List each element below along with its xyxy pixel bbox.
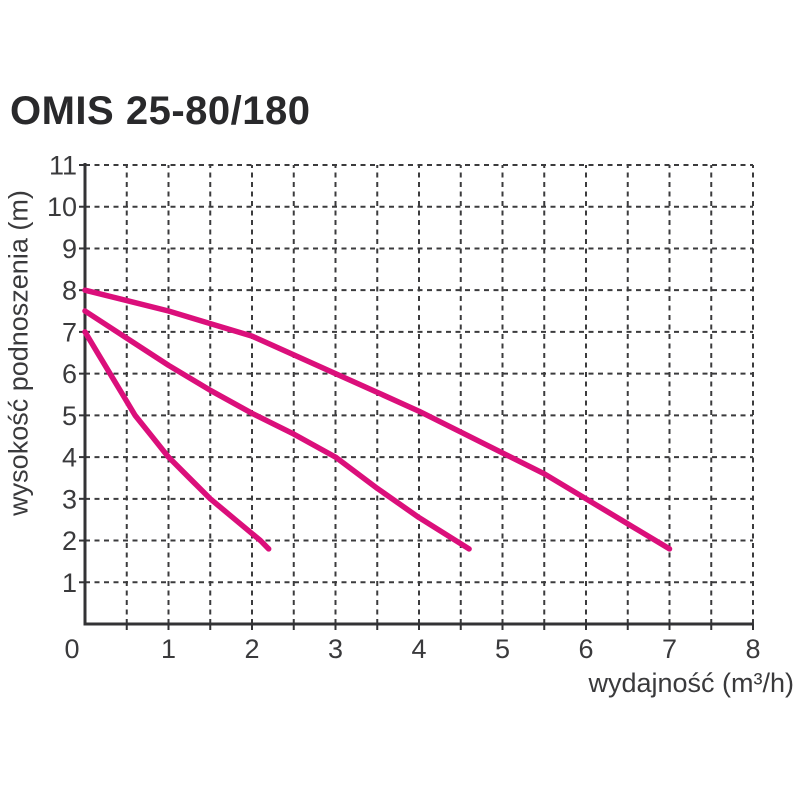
y-tick-label: 10 [47,192,77,222]
y-tick-label: 7 [62,317,77,347]
x-tick-label: 7 [662,634,677,664]
y-tick-label: 9 [62,234,77,264]
y-tick-label: 4 [62,443,77,473]
x-tick-label: 3 [328,634,343,664]
x-tick-label: 0 [64,634,79,664]
x-axis-title: wydajność (m³/h) [588,668,794,698]
pump-curve-2 [82,308,472,552]
y-tick-label: 2 [62,526,77,556]
pump-curve-3 [82,287,673,552]
x-tick-label: 2 [244,634,259,664]
x-tick-label: 8 [745,634,760,664]
y-tick-label: 11 [49,151,77,181]
x-tick-label: 1 [161,634,176,664]
y-tick-label: 8 [62,276,77,306]
x-tick-label: 5 [495,634,510,664]
y-tick-label: 5 [62,401,77,431]
y-tick-label: 3 [62,484,77,514]
page-title: OMIS 25-80/180 [10,89,311,133]
pump-curve-1 [82,329,272,552]
y-tick-label: 6 [62,359,77,389]
x-tick-label: 6 [578,634,593,664]
y-tick-label: 1 [62,568,77,598]
x-tick-label: 4 [411,634,426,664]
y-axis-title: wysokość podnoszenia (m) [3,190,34,516]
